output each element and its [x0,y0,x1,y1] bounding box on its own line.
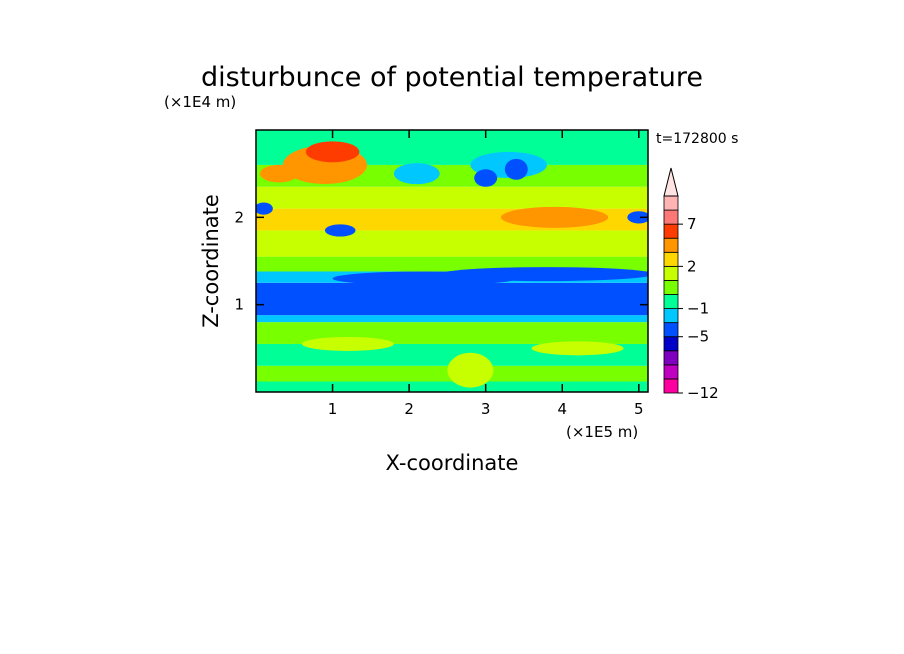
contour-field [256,130,648,392]
colorbar-tick-label: 2 [687,257,697,275]
field-band-8 [256,230,648,257]
colorbar-swatch-9 [663,251,679,267]
x-tick-label: 5 [634,400,644,418]
colorbar-extend-triangle [663,167,679,197]
field-feature-5 [474,169,498,187]
x-tick-label: 3 [481,400,491,418]
y-axis-title: Z-coordinate [199,194,223,328]
field-feature-11 [439,267,648,282]
plot-frame [255,129,649,393]
x-tick-label: 2 [404,400,414,418]
colorbar-swatch-6 [663,294,679,309]
colorbar-swatch-11 [663,223,679,239]
colorbar-tick-label: −1 [687,300,709,318]
field-band-5 [256,282,648,316]
colorbar-swatch-8 [663,265,679,281]
y-tick-label: 1 [234,296,244,314]
colorbar-swatch-2 [663,350,679,366]
field-band-4 [256,315,648,323]
colorbar-swatch-13 [663,195,679,211]
x-tick-label: 4 [557,400,567,418]
x-axis: 1 2 3 4 5 [328,130,644,418]
field-feature-2 [501,206,609,228]
colorbar: 7 2 −1 −5 −12 [663,167,719,402]
field-feature-13 [531,341,624,356]
colorbar-swatch-3 [663,336,679,352]
colorbar-swatch-1 [663,364,679,380]
colorbar-swatch-7 [663,280,679,295]
field-feature-6 [504,158,528,180]
field-feature-12 [301,336,394,351]
field-feature-7 [256,202,273,215]
field-feature-1 [305,141,360,163]
x-tick-label: 1 [328,400,338,418]
colorbar-swatch-5 [663,308,679,324]
chart-title: disturbunce of potential temperature [201,62,703,93]
field-feature-4 [393,163,440,185]
colorbar-swatch-12 [663,209,679,225]
colorbar-tick-label: −12 [687,384,719,402]
field-feature-14 [447,352,494,388]
time-label: t=172800 s [656,131,738,147]
y-tick-label: 2 [234,208,244,226]
y-axis: 12 [234,208,648,314]
field-feature-9 [324,224,356,237]
colorbar-tick-label: −5 [687,328,709,346]
colorbar-swatch-4 [663,322,679,338]
colorbar-swatch-0 [663,378,679,394]
field-band-10 [256,186,648,209]
field-feature-8 [627,211,648,224]
colorbar-swatch-10 [663,237,679,253]
field-feature-15 [259,164,299,183]
x-unit-label: (×1E5 m) [566,423,638,441]
y-unit-label: (×1E4 m) [164,93,236,111]
colorbar-tick-label: 7 [687,215,697,233]
x-axis-title: X-coordinate [386,451,519,475]
field-band-0 [256,381,648,392]
